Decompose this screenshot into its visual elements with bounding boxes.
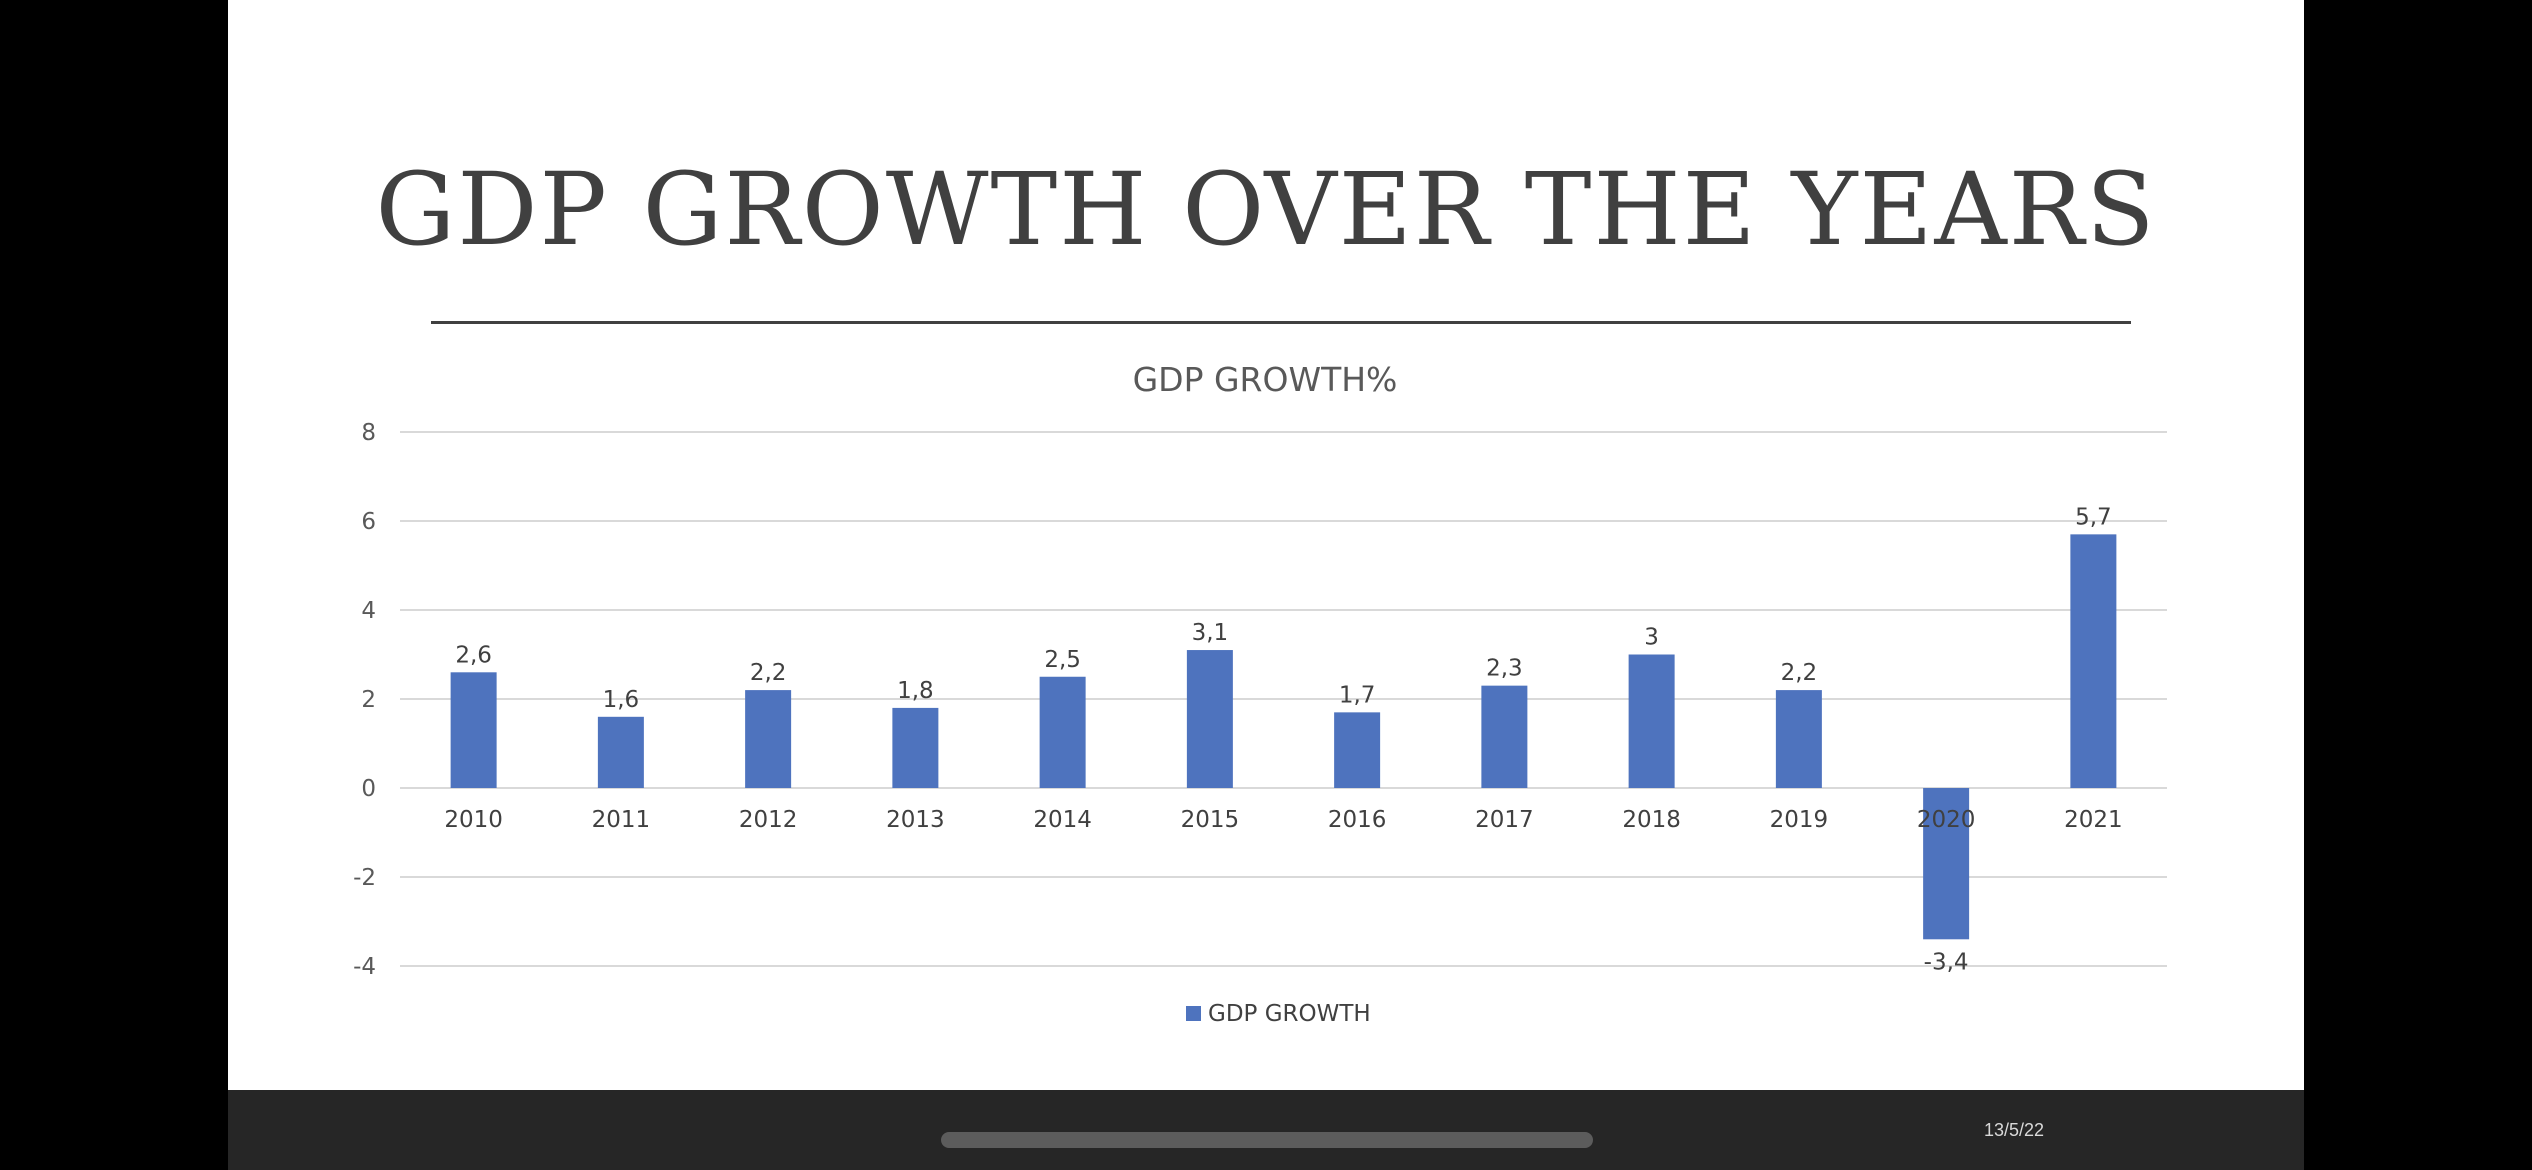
x-tick-label: 2019 bbox=[1770, 807, 1829, 833]
data-label: 1,7 bbox=[1339, 682, 1376, 708]
x-tick-label: 2017 bbox=[1475, 807, 1534, 833]
bars bbox=[450, 534, 2117, 940]
data-label: 2,2 bbox=[1781, 660, 1818, 686]
x-axis-ticks: 2010 2011 2012 2013 2014 2015 2016 2017 2018 2019… bbox=[444, 807, 2122, 833]
gridlines bbox=[400, 431, 2167, 967]
bar bbox=[1039, 676, 1086, 788]
bar bbox=[1481, 685, 1528, 788]
slide-title: GDP GROWTH OVER THE YEARS bbox=[375, 151, 2157, 268]
y-tick-label: 0 bbox=[361, 776, 376, 802]
y-tick-label: 2 bbox=[361, 687, 376, 713]
bar bbox=[892, 707, 939, 788]
data-label: 1,6 bbox=[603, 687, 640, 713]
x-tick-label: 2020 bbox=[1917, 807, 1976, 833]
y-tick-label: 6 bbox=[361, 509, 376, 535]
legend-label: GDP GROWTH bbox=[1208, 1001, 1371, 1027]
bar bbox=[450, 672, 497, 788]
title-divider bbox=[431, 321, 2131, 324]
data-label: 2,5 bbox=[1044, 647, 1081, 673]
bar bbox=[597, 716, 644, 788]
legend-swatch bbox=[1186, 1006, 1201, 1021]
bar bbox=[1186, 650, 1233, 788]
slide-date: 13/5/22 bbox=[1984, 1120, 2045, 1140]
y-tick-label: 4 bbox=[361, 598, 376, 624]
x-tick-label: 2012 bbox=[739, 807, 798, 833]
x-tick-label: 2016 bbox=[1328, 807, 1387, 833]
bar bbox=[2070, 534, 2117, 788]
data-labels: 2,6 1,6 2,2 1,8 2,5 3,1 1,7 2,3 3 2,2 -3,4 5,7 bbox=[455, 504, 2111, 975]
x-tick-label: 2013 bbox=[886, 807, 945, 833]
chart-title: GDP GROWTH% bbox=[1133, 360, 1398, 399]
x-tick-label: 2011 bbox=[592, 807, 651, 833]
data-label: 2,2 bbox=[750, 660, 787, 686]
data-label: 2,6 bbox=[455, 642, 492, 668]
bar bbox=[1923, 788, 1970, 940]
data-label: 2,3 bbox=[1486, 656, 1523, 682]
data-label: 5,7 bbox=[2075, 504, 2112, 530]
slide: GDP GROWTH OVER THE YEARS GDP GROWTH% 8 6… bbox=[228, 0, 2304, 1090]
x-tick-label: 2021 bbox=[2064, 807, 2123, 833]
data-label: 1,8 bbox=[897, 678, 934, 704]
legend[interactable]: GDP GROWTH bbox=[1186, 1001, 1371, 1027]
bar bbox=[1334, 712, 1381, 788]
y-tick-label: -2 bbox=[353, 865, 376, 891]
bar bbox=[745, 690, 792, 788]
y-axis-ticks: 8 6 4 2 0 -2 -4 bbox=[353, 420, 376, 980]
bar bbox=[1775, 690, 1822, 788]
x-tick-label: 2015 bbox=[1181, 807, 1240, 833]
data-label: 3,1 bbox=[1192, 620, 1229, 646]
x-tick-label: 2014 bbox=[1033, 807, 1092, 833]
x-tick-label: 2018 bbox=[1622, 807, 1681, 833]
y-tick-label: -4 bbox=[353, 954, 376, 980]
bar bbox=[1628, 654, 1675, 788]
data-label: 3 bbox=[1644, 625, 1659, 651]
y-tick-label: 8 bbox=[361, 420, 376, 446]
x-tick-label: 2010 bbox=[444, 807, 503, 833]
scrollbar-thumb[interactable] bbox=[941, 1132, 1593, 1148]
data-label: -3,4 bbox=[1924, 949, 1969, 975]
presentation-footer: 13/5/22 bbox=[228, 1090, 2304, 1170]
